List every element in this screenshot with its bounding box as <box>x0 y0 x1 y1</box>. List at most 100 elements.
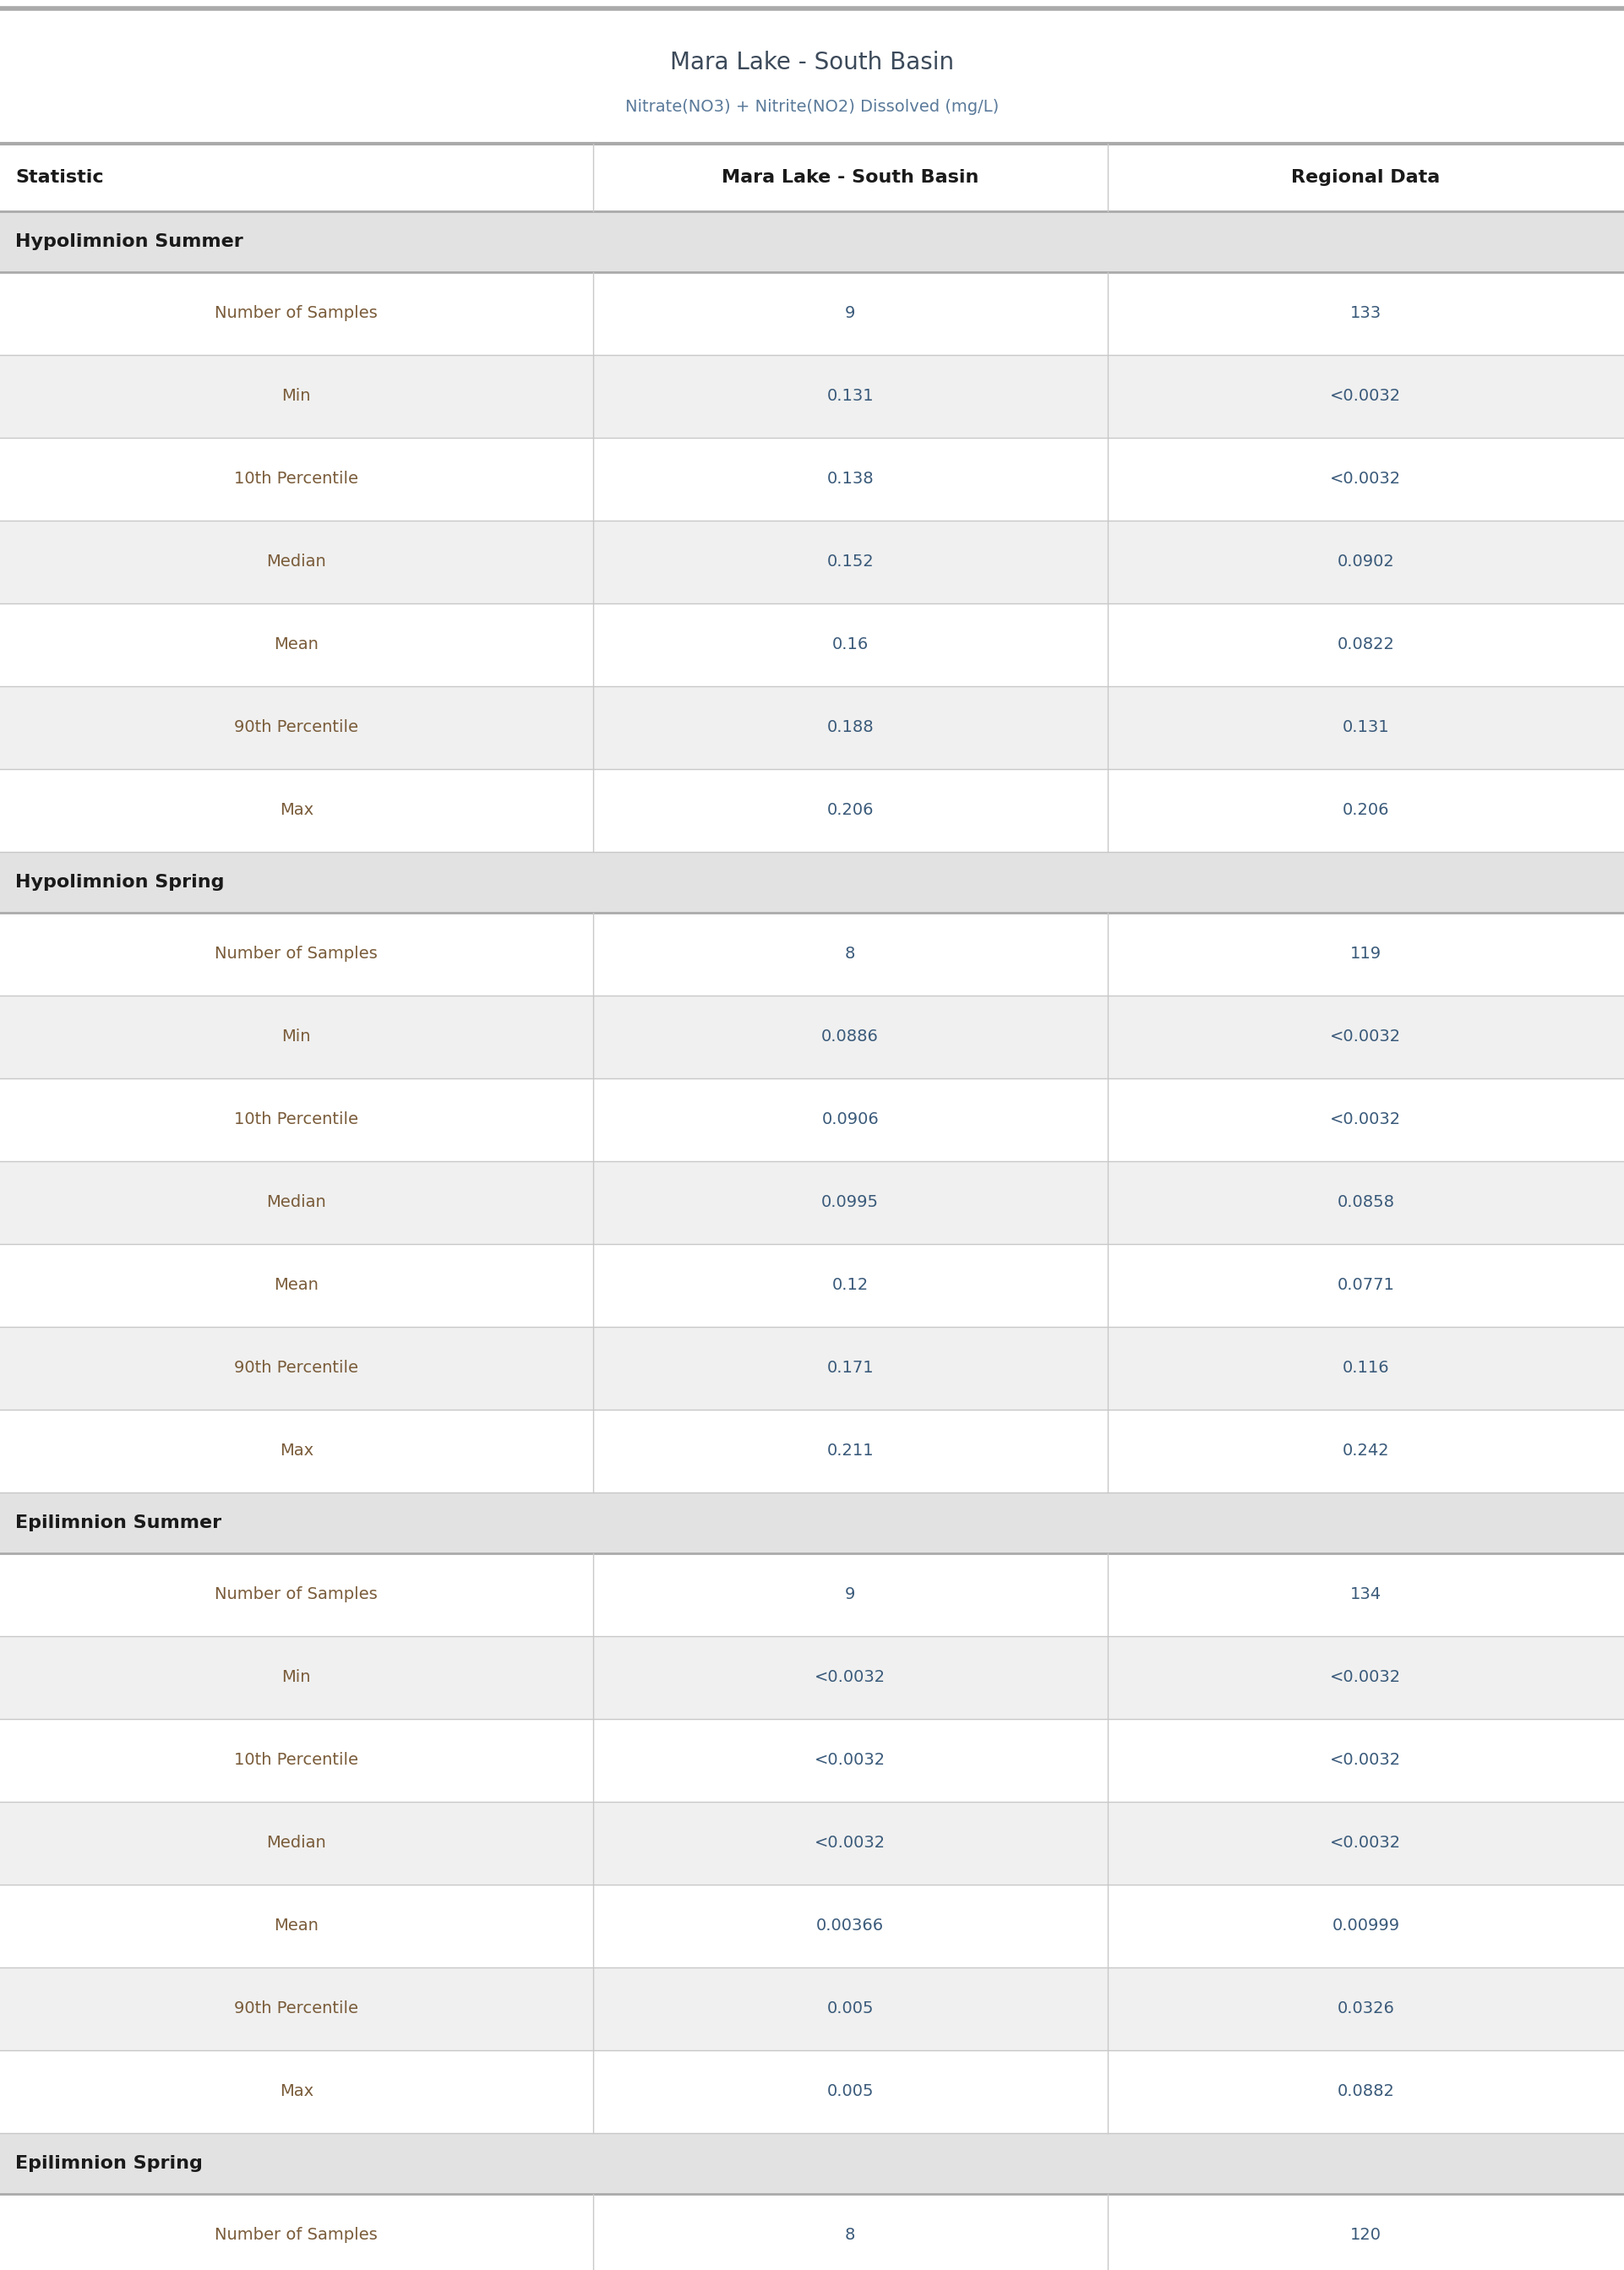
Bar <box>0 143 1624 211</box>
Bar <box>0 851 1624 913</box>
Text: Number of Samples: Number of Samples <box>214 947 378 962</box>
Bar <box>0 2193 1624 2270</box>
Bar <box>0 1968 1624 2050</box>
Text: 0.188: 0.188 <box>827 720 874 735</box>
Bar <box>0 913 1624 997</box>
Bar <box>0 997 1624 1078</box>
Text: Nitrate(NO3) + Nitrite(NO2) Dissolved (mg/L): Nitrate(NO3) + Nitrite(NO2) Dissolved (m… <box>625 100 999 116</box>
Text: Mean: Mean <box>274 638 318 654</box>
Text: 0.0902: 0.0902 <box>1337 554 1395 570</box>
Text: <0.0032: <0.0032 <box>1330 1834 1402 1852</box>
Bar <box>0 1328 1624 1410</box>
Text: 9: 9 <box>844 306 856 322</box>
Bar <box>0 1078 1624 1162</box>
Bar <box>0 2050 1624 2134</box>
Text: Epilimnion Summer: Epilimnion Summer <box>15 1514 221 1532</box>
Bar <box>0 354 1624 438</box>
Text: 0.116: 0.116 <box>1343 1360 1389 1376</box>
Text: Number of Samples: Number of Samples <box>214 2227 378 2243</box>
Text: <0.0032: <0.0032 <box>1330 1752 1402 1768</box>
Text: 90th Percentile: 90th Percentile <box>234 1360 359 1376</box>
Bar <box>0 1637 1624 1718</box>
Text: 0.16: 0.16 <box>831 638 869 654</box>
Text: 0.0326: 0.0326 <box>1337 2000 1395 2016</box>
Text: 0.152: 0.152 <box>827 554 874 570</box>
Text: <0.0032: <0.0032 <box>1330 1112 1402 1128</box>
Text: 10th Percentile: 10th Percentile <box>234 1752 359 1768</box>
Text: Epilimnion Spring: Epilimnion Spring <box>15 2154 203 2172</box>
Text: Min: Min <box>283 388 310 404</box>
Text: 120: 120 <box>1350 2227 1382 2243</box>
Bar <box>0 438 1624 520</box>
Text: 0.138: 0.138 <box>827 472 874 488</box>
Text: 0.005: 0.005 <box>827 2084 874 2100</box>
Text: 0.0858: 0.0858 <box>1337 1194 1395 1210</box>
Text: Mean: Mean <box>274 1918 318 1934</box>
Text: 0.0771: 0.0771 <box>1337 1278 1395 1294</box>
Text: Max: Max <box>279 2084 313 2100</box>
Bar <box>0 604 1624 686</box>
Text: 0.131: 0.131 <box>827 388 874 404</box>
Bar <box>0 520 1624 604</box>
Text: 0.242: 0.242 <box>1343 1444 1389 1460</box>
Bar <box>0 211 1624 272</box>
Text: <0.0032: <0.0032 <box>815 1752 885 1768</box>
Text: Min: Min <box>283 1028 310 1044</box>
Bar <box>0 1410 1624 1491</box>
Text: 90th Percentile: 90th Percentile <box>234 2000 359 2016</box>
Bar <box>0 1884 1624 1968</box>
Text: 0.0886: 0.0886 <box>822 1028 879 1044</box>
Text: Hypolimnion Summer: Hypolimnion Summer <box>15 234 244 250</box>
Text: Hypolimnion Spring: Hypolimnion Spring <box>15 874 224 890</box>
Bar <box>0 14 1624 143</box>
Text: 0.0995: 0.0995 <box>822 1194 879 1210</box>
Text: 133: 133 <box>1350 306 1382 322</box>
Text: Number of Samples: Number of Samples <box>214 306 378 322</box>
Text: 8: 8 <box>844 2227 856 2243</box>
Text: 10th Percentile: 10th Percentile <box>234 1112 359 1128</box>
Text: 90th Percentile: 90th Percentile <box>234 720 359 735</box>
Bar <box>0 1162 1624 1244</box>
Text: 0.005: 0.005 <box>827 2000 874 2016</box>
Text: <0.0032: <0.0032 <box>1330 1668 1402 1687</box>
Bar <box>0 1553 1624 1637</box>
Text: 0.206: 0.206 <box>1343 801 1389 819</box>
Bar <box>0 686 1624 770</box>
Bar <box>0 1802 1624 1884</box>
Text: Mara Lake - South Basin: Mara Lake - South Basin <box>671 50 953 75</box>
Text: Regional Data: Regional Data <box>1291 168 1440 186</box>
Text: 0.12: 0.12 <box>831 1278 869 1294</box>
Text: <0.0032: <0.0032 <box>1330 1028 1402 1044</box>
Text: <0.0032: <0.0032 <box>815 1668 885 1687</box>
Text: 0.00366: 0.00366 <box>817 1918 883 1934</box>
Text: 134: 134 <box>1350 1587 1382 1603</box>
Bar <box>0 770 1624 851</box>
Bar <box>0 2134 1624 2193</box>
Text: Min: Min <box>283 1668 310 1687</box>
Text: Median: Median <box>266 554 326 570</box>
Bar <box>0 1244 1624 1328</box>
Text: 8: 8 <box>844 947 856 962</box>
Text: 10th Percentile: 10th Percentile <box>234 472 359 488</box>
Text: 0.00999: 0.00999 <box>1332 1918 1400 1934</box>
Bar <box>0 1718 1624 1802</box>
Text: Median: Median <box>266 1834 326 1852</box>
Text: Number of Samples: Number of Samples <box>214 1587 378 1603</box>
Text: 0.171: 0.171 <box>827 1360 874 1376</box>
Text: Max: Max <box>279 1444 313 1460</box>
Text: 0.206: 0.206 <box>827 801 874 819</box>
Text: <0.0032: <0.0032 <box>815 1834 885 1852</box>
Text: Mean: Mean <box>274 1278 318 1294</box>
Text: Mara Lake - South Basin: Mara Lake - South Basin <box>721 168 979 186</box>
Text: 0.0906: 0.0906 <box>822 1112 879 1128</box>
Text: 9: 9 <box>844 1587 856 1603</box>
Bar <box>0 272 1624 354</box>
Text: Median: Median <box>266 1194 326 1210</box>
Text: <0.0032: <0.0032 <box>1330 472 1402 488</box>
Text: 0.131: 0.131 <box>1343 720 1389 735</box>
Text: 0.0822: 0.0822 <box>1337 638 1395 654</box>
Text: Max: Max <box>279 801 313 819</box>
Text: 119: 119 <box>1350 947 1382 962</box>
Text: Statistic: Statistic <box>15 168 104 186</box>
Bar <box>0 1491 1624 1553</box>
